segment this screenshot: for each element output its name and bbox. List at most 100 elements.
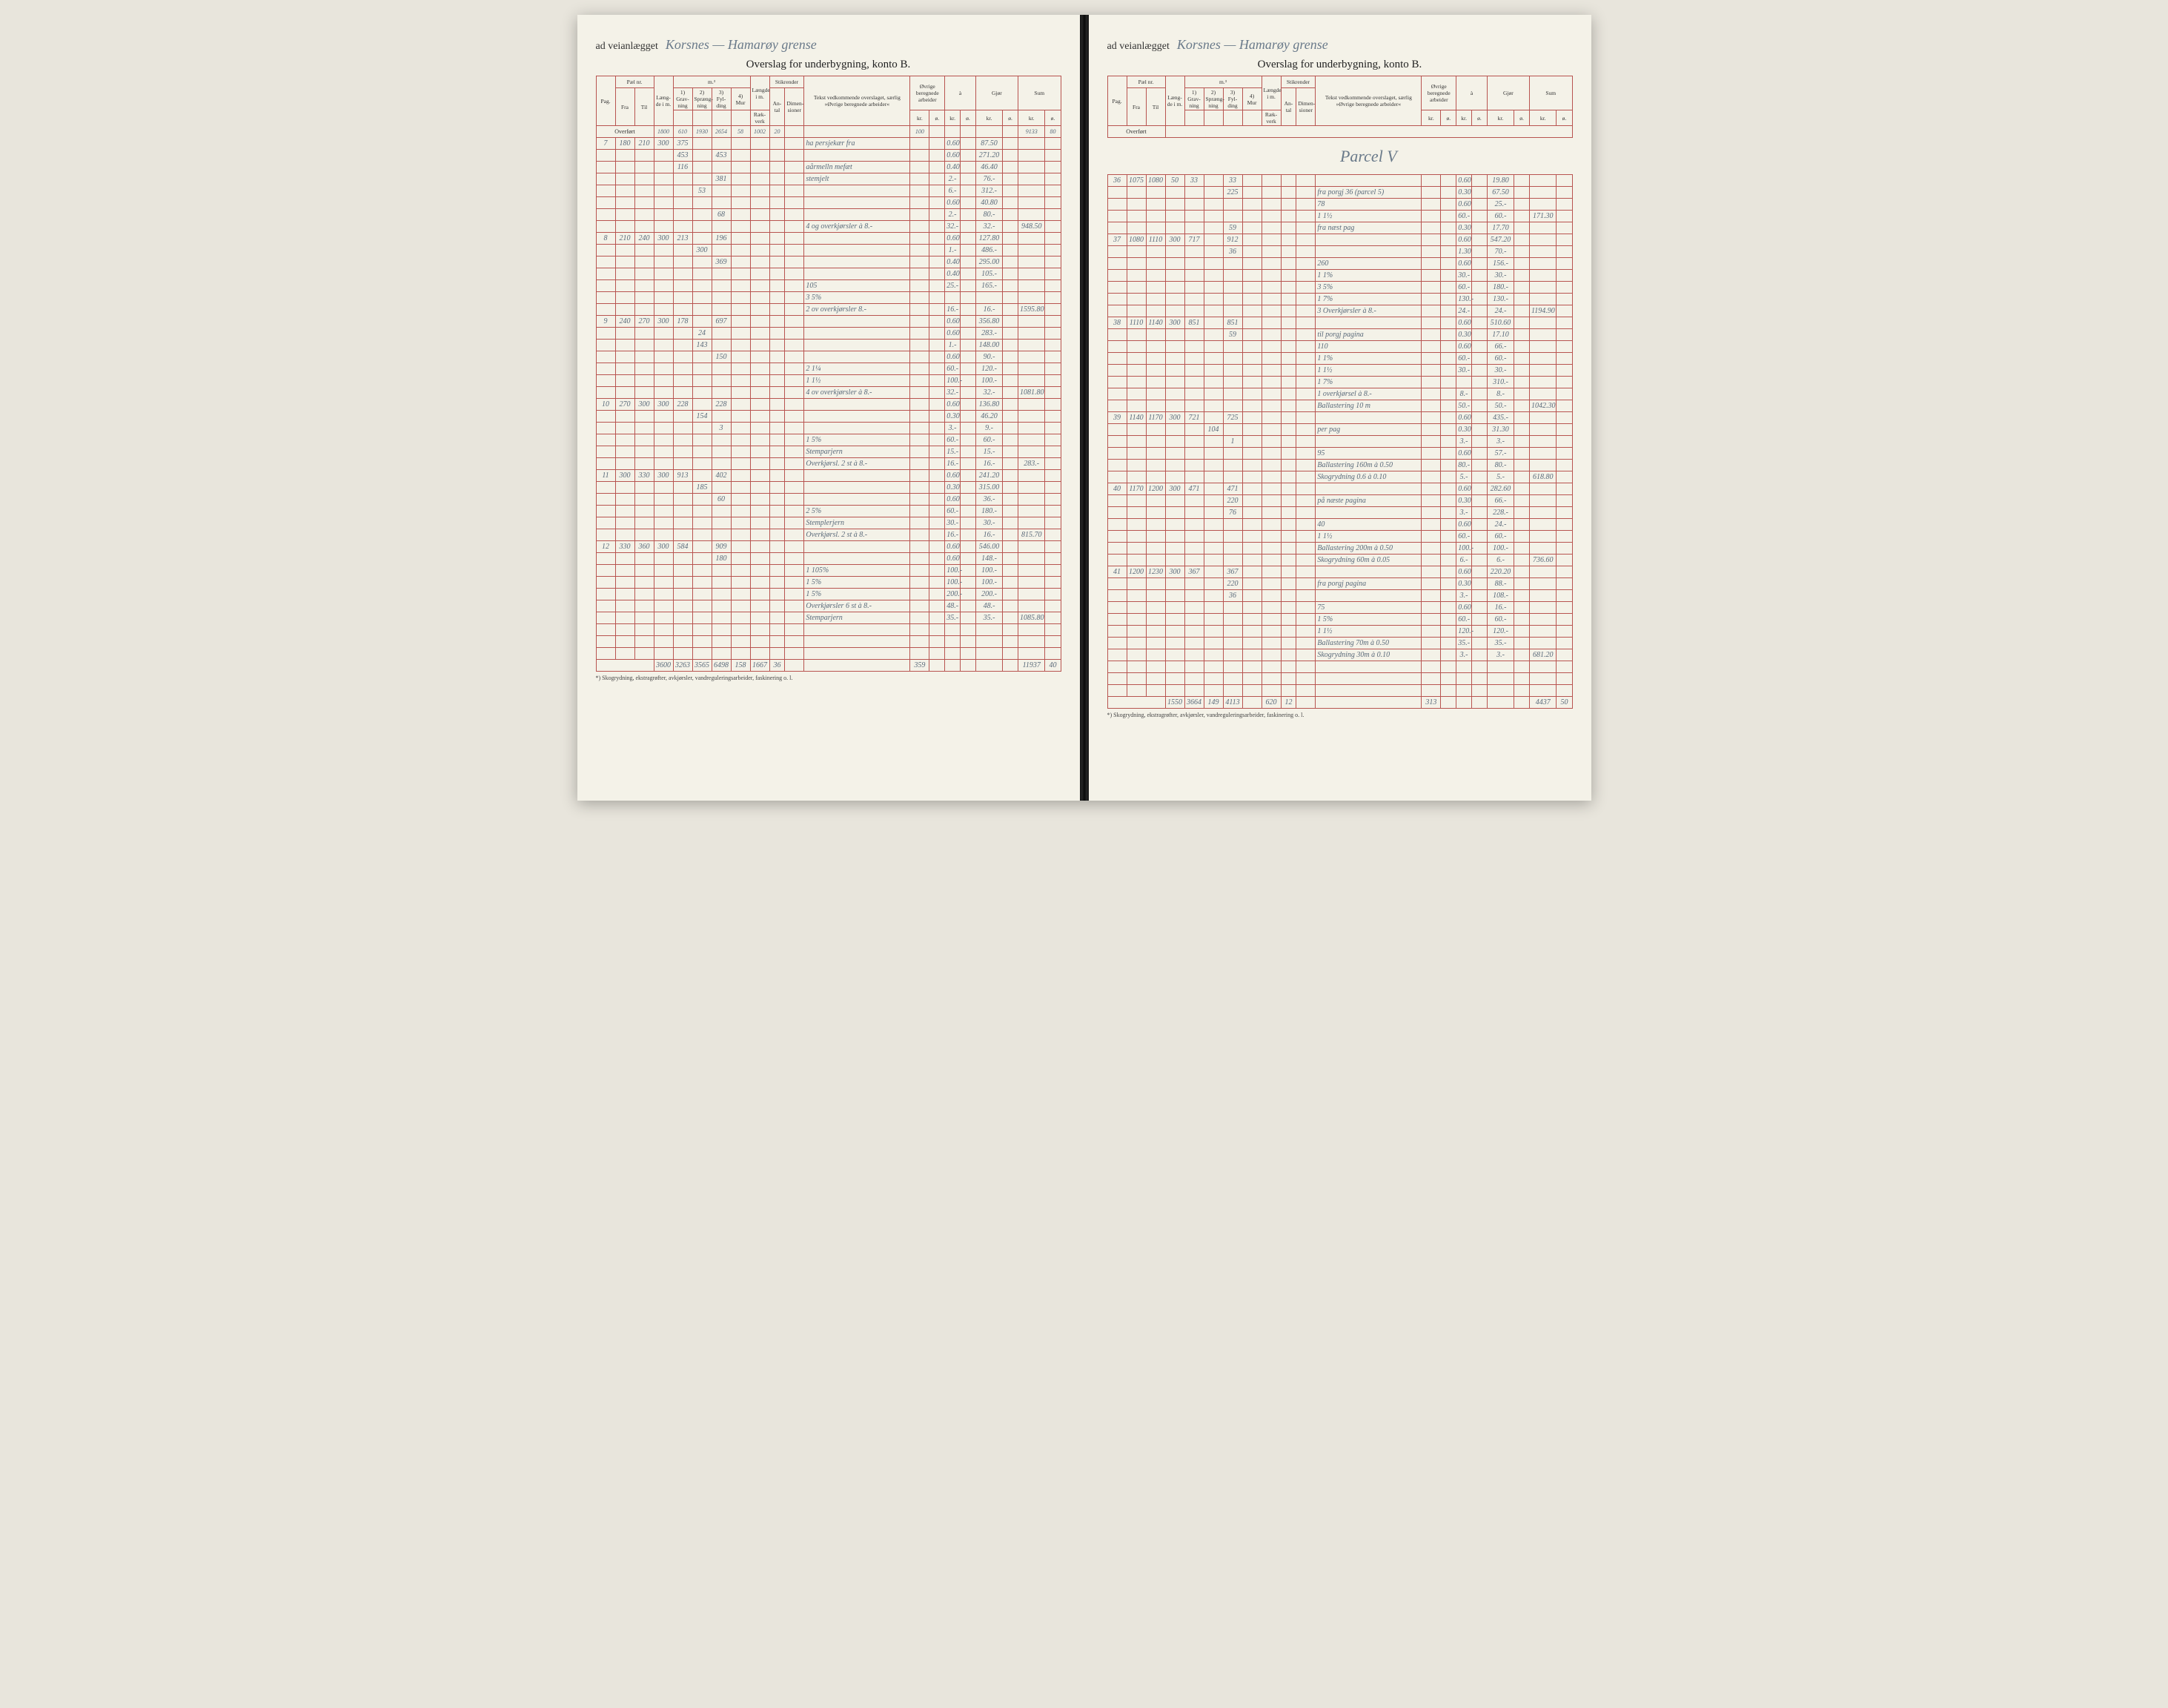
- table-row: 36107510805033330.6019.80: [1107, 175, 1572, 187]
- table-row: 40117012003004714710.60282.60: [1107, 483, 1572, 495]
- col-o3: ø.: [1003, 110, 1018, 126]
- table-row: 38111011403008518510.60510.60: [1107, 317, 1572, 329]
- table-row: Stemplerjern30.-30.-: [596, 517, 1061, 529]
- right-tbody: Overført Parcel V 36107510805033330.6019…: [1107, 126, 1572, 697]
- col-pael: Pæl nr.: [615, 76, 654, 88]
- table-row: 400.6024.-: [1107, 519, 1572, 531]
- table-row: 82102403002131960.60127.80: [596, 233, 1061, 245]
- table-row: 13.-3.-: [1107, 436, 1572, 448]
- table-row: 1431.-148.00: [596, 340, 1061, 351]
- col-kr2: kr.: [945, 110, 961, 126]
- table-row: 750.6016.-: [1107, 602, 1572, 614]
- table-row: 950.6057.-: [1107, 448, 1572, 460]
- table-row: [1107, 661, 1572, 673]
- table-row: 4 ov overkjørsler à 8.-32.-32.-1081.80: [596, 387, 1061, 399]
- col-o1: ø.: [929, 110, 945, 126]
- table-row: Skogrydning 0.6 à 0.105.-5.-618.80: [1107, 471, 1572, 483]
- right-page: ad veianlægget Korsnes — Hamarøy grense …: [1087, 15, 1591, 801]
- table-row: 102703003002282280.60136.80: [596, 399, 1061, 411]
- col-stikrender: Stikrender: [769, 76, 804, 88]
- col-kr4: kr.: [1018, 110, 1045, 126]
- table-row: 37108011103007179120.60547.20: [1107, 234, 1572, 246]
- table-row: 3690.40295.00: [596, 256, 1061, 268]
- col-antal: An-tal: [769, 88, 785, 126]
- table-row: 1 5%200.-200.-: [596, 589, 1061, 600]
- right-header: ad veianlægget Korsnes — Hamarøy grense: [1107, 37, 1573, 53]
- table-row: 116aårmelln mefæt0.4046.40: [596, 162, 1061, 173]
- table-row: [596, 624, 1061, 636]
- table-row: Stemparjern15.-15.-: [596, 446, 1061, 458]
- ledger-spread: ad veianlægget Korsnes — Hamarøy grense …: [577, 15, 1591, 801]
- col-o2: ø.: [961, 110, 976, 126]
- table-row: 3 Overkjørsler à 8.-24.-24.-1194.90: [1107, 305, 1572, 317]
- table-row: 780.6025.-: [1107, 199, 1572, 211]
- table-row: [596, 648, 1061, 660]
- table-header: Pag. Pæl nr. Læng-de i m. m.³ Længde i m…: [596, 76, 1061, 126]
- table-row: 39114011703007217250.60435.-: [1107, 412, 1572, 424]
- overfort-label: Overført: [596, 126, 654, 138]
- table-row: Overkjørsl. 2 st à 8.-16.-16.-815.70: [596, 529, 1061, 541]
- col-kr1: kr.: [910, 110, 929, 126]
- table-row: 4 og overkjørsler à 8.-32.-32.-948.50: [596, 221, 1061, 233]
- table-row: 2 ov overkjørsler 8.-16.-16.-1595.80: [596, 304, 1061, 316]
- table-row: Ballastering 10 m50.-50.-1042.30: [1107, 400, 1572, 412]
- table-row: 600.6036.-: [596, 494, 1061, 506]
- table-row: Overkjørsler 6 st à 8.-48.-48.-: [596, 600, 1061, 612]
- table-row: 1 5%60.-60.-: [1107, 614, 1572, 626]
- col-m3: m.³: [673, 76, 750, 88]
- parcel-row: Parcel V: [1107, 138, 1572, 175]
- table-row: 1 overkjørsel à 8.-8.-8.-: [1107, 388, 1572, 400]
- table-row: 536.-312.-: [596, 185, 1061, 197]
- table-row: 1 1%60.-60.-: [1107, 353, 1572, 365]
- col-raekverk: Ræk-verk: [750, 110, 769, 126]
- col-til: Til: [634, 88, 654, 126]
- table-row: [596, 636, 1061, 648]
- col-ovrige: Øvrige beregnede arbeider: [910, 76, 945, 110]
- table-row: 363.-108.-: [1107, 590, 1572, 602]
- book-spine: [1081, 15, 1087, 801]
- col-mur: 4)Mur: [731, 88, 750, 110]
- table-row: 1800.60148.-: [596, 553, 1061, 565]
- table-row: 41120012303003673670.60220.20: [1107, 566, 1572, 578]
- col-gjor: Gjør: [975, 76, 1018, 110]
- table-row: 1 1½100.-100.-: [596, 375, 1061, 387]
- table-row: 0.40105.-: [596, 268, 1061, 280]
- header-label: ad veianlægget: [596, 41, 658, 53]
- table-row: 682.-80.-: [596, 209, 1061, 221]
- right-route: Korsnes — Hamarøy grense: [1177, 37, 1328, 53]
- table-row: 113003303009134020.60241.20: [596, 470, 1061, 482]
- table-row: Stemparjern35.-35.-1085.80: [596, 612, 1061, 624]
- table-row: 4534530.60271.20: [596, 150, 1061, 162]
- table-row: [1107, 673, 1572, 685]
- table-row: [1107, 685, 1572, 697]
- table-row: 59til porgj pagina0.3017.10: [1107, 329, 1572, 341]
- col-pag: Pag.: [596, 76, 615, 126]
- col-kr3: kr.: [975, 110, 1002, 126]
- table-row: 220på næste pagina0.3066.-: [1107, 495, 1572, 507]
- table-row: 1850.30315.00: [596, 482, 1061, 494]
- col-fra: Fra: [615, 88, 634, 126]
- table-row: 92402703001786970.60356.80: [596, 316, 1061, 328]
- table-row: 3 5%: [596, 292, 1061, 304]
- table-row: 2600.60156.-: [1107, 258, 1572, 270]
- page-title: Overslag for underbygning, konto B.: [1107, 59, 1573, 71]
- table-row: 220fra porgj pagina0.3088.-: [1107, 578, 1572, 590]
- table-row: 1100.6066.-: [1107, 341, 1572, 353]
- table-row: 1 1½120.-120.-: [1107, 626, 1572, 638]
- left-header: ad veianlægget Korsnes — Hamarøy grense: [596, 37, 1061, 53]
- table-row: 1 1½60.-60.-171.30: [1107, 211, 1572, 222]
- table-row: Skogrydning 30m à 0.103.-3.-681.20: [1107, 649, 1572, 661]
- overfort-row: Overført 1800 610 1930 2654 58 1002 20 1…: [596, 126, 1061, 138]
- col-o4: ø.: [1045, 110, 1061, 126]
- left-route: Korsnes — Hamarøy grense: [666, 37, 817, 53]
- footnote: *) Skogrydning, ekstragrøfter, avkjørsle…: [596, 675, 1061, 681]
- table-row: 361.3070.-: [1107, 246, 1572, 258]
- col-tekst: Tekst vedkommende overslaget, særlig »Øv…: [804, 76, 910, 126]
- table-row: 763.-228.-: [1107, 507, 1572, 519]
- table-row: 1 5%60.-60.-: [596, 434, 1061, 446]
- table-row: Ballastering 160m à 0.5080.-80.-: [1107, 460, 1572, 471]
- table-row: 0.6040.80: [596, 197, 1061, 209]
- right-ledger-table: Pag. Pæl nr. Læng-de i m. m.³ Længde i m…: [1107, 76, 1573, 709]
- overfort-row: Overført: [1107, 126, 1572, 138]
- table-row: 7180210300375ha persjekær fra0.6087.50: [596, 138, 1061, 150]
